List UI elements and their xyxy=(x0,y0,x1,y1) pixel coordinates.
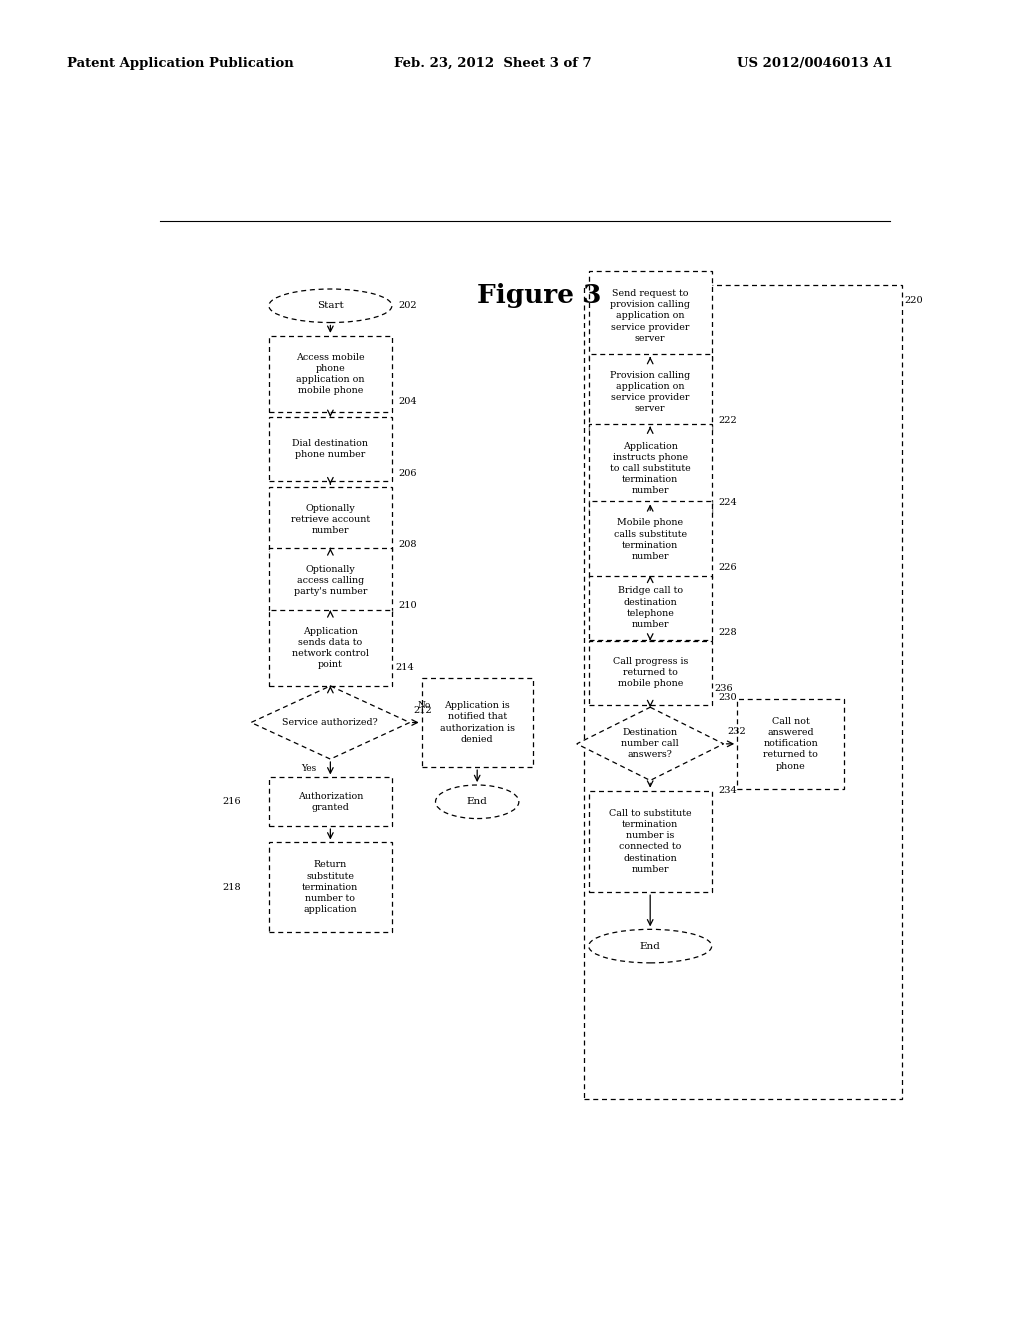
Text: Access mobile
phone
application on
mobile phone: Access mobile phone application on mobil… xyxy=(296,352,365,395)
Text: 202: 202 xyxy=(398,301,417,310)
Text: Authorization
granted: Authorization granted xyxy=(298,792,364,812)
FancyBboxPatch shape xyxy=(269,487,392,552)
Text: Service authorized?: Service authorized? xyxy=(283,718,378,727)
Text: Application is
notified that
authorization is
denied: Application is notified that authorizati… xyxy=(439,701,515,743)
Ellipse shape xyxy=(435,785,519,818)
FancyBboxPatch shape xyxy=(589,354,712,430)
Text: Return
substitute
termination
number to
application: Return substitute termination number to … xyxy=(302,861,358,913)
Text: 208: 208 xyxy=(398,540,417,549)
FancyBboxPatch shape xyxy=(589,576,712,640)
Text: No: No xyxy=(418,701,431,710)
Text: Provision calling
application on
service provider
server: Provision calling application on service… xyxy=(610,371,690,413)
Text: Destination
number call
answers?: Destination number call answers? xyxy=(622,729,679,759)
Text: 222: 222 xyxy=(718,416,737,425)
Text: Optionally
retrieve account
number: Optionally retrieve account number xyxy=(291,504,370,535)
FancyBboxPatch shape xyxy=(589,502,712,578)
FancyBboxPatch shape xyxy=(269,417,392,480)
Text: 210: 210 xyxy=(398,601,417,610)
Text: Figure 3: Figure 3 xyxy=(477,282,602,308)
Text: 214: 214 xyxy=(395,663,414,672)
Text: Application
sends data to
network control
point: Application sends data to network contro… xyxy=(292,627,369,669)
Text: End: End xyxy=(467,797,487,807)
Text: Bridge call to
destination
telephone
number: Bridge call to destination telephone num… xyxy=(617,586,683,628)
Text: Mobile phone
calls substitute
termination
number: Mobile phone calls substitute terminatio… xyxy=(613,519,687,561)
Text: 204: 204 xyxy=(398,397,417,407)
FancyBboxPatch shape xyxy=(269,548,392,612)
Text: Call progress is
returned to
mobile phone: Call progress is returned to mobile phon… xyxy=(612,657,688,688)
Text: Start: Start xyxy=(317,301,344,310)
Ellipse shape xyxy=(269,289,392,322)
Polygon shape xyxy=(251,686,410,759)
Ellipse shape xyxy=(589,929,712,962)
FancyBboxPatch shape xyxy=(589,640,712,705)
FancyBboxPatch shape xyxy=(589,424,712,513)
Text: Application
instructs phone
to call substitute
termination
number: Application instructs phone to call subs… xyxy=(610,442,690,495)
Text: 220: 220 xyxy=(904,296,923,305)
Text: Yes: Yes xyxy=(301,764,316,772)
FancyBboxPatch shape xyxy=(269,610,392,686)
Text: 236: 236 xyxy=(715,685,733,693)
Text: Patent Application Publication: Patent Application Publication xyxy=(67,57,293,70)
Text: 234: 234 xyxy=(718,785,737,795)
Text: 230: 230 xyxy=(718,693,736,702)
FancyBboxPatch shape xyxy=(422,677,532,767)
Text: 228: 228 xyxy=(718,628,736,638)
FancyBboxPatch shape xyxy=(269,777,392,826)
Text: End: End xyxy=(640,941,660,950)
Text: 206: 206 xyxy=(398,470,417,478)
Text: 216: 216 xyxy=(222,797,241,807)
Text: Dial destination
phone number: Dial destination phone number xyxy=(293,440,369,459)
Polygon shape xyxy=(577,708,724,780)
Text: 232: 232 xyxy=(728,727,746,737)
Text: Call to substitute
termination
number is
connected to
destination
number: Call to substitute termination number is… xyxy=(609,809,691,874)
Text: US 2012/0046013 A1: US 2012/0046013 A1 xyxy=(737,57,893,70)
Text: Send request to
provision calling
application on
service provider
server: Send request to provision calling applic… xyxy=(610,289,690,343)
Text: 224: 224 xyxy=(718,499,737,507)
Text: Feb. 23, 2012  Sheet 3 of 7: Feb. 23, 2012 Sheet 3 of 7 xyxy=(394,57,592,70)
Text: Call not
answered
notification
returned to
phone: Call not answered notification returned … xyxy=(763,717,818,771)
Text: 226: 226 xyxy=(718,564,736,572)
FancyBboxPatch shape xyxy=(269,335,392,412)
Text: 212: 212 xyxy=(414,706,432,715)
FancyBboxPatch shape xyxy=(589,791,712,892)
Text: Optionally
access calling
party's number: Optionally access calling party's number xyxy=(294,565,367,595)
Text: 218: 218 xyxy=(222,883,241,891)
FancyBboxPatch shape xyxy=(589,271,712,360)
FancyBboxPatch shape xyxy=(737,700,844,788)
FancyBboxPatch shape xyxy=(269,842,392,932)
